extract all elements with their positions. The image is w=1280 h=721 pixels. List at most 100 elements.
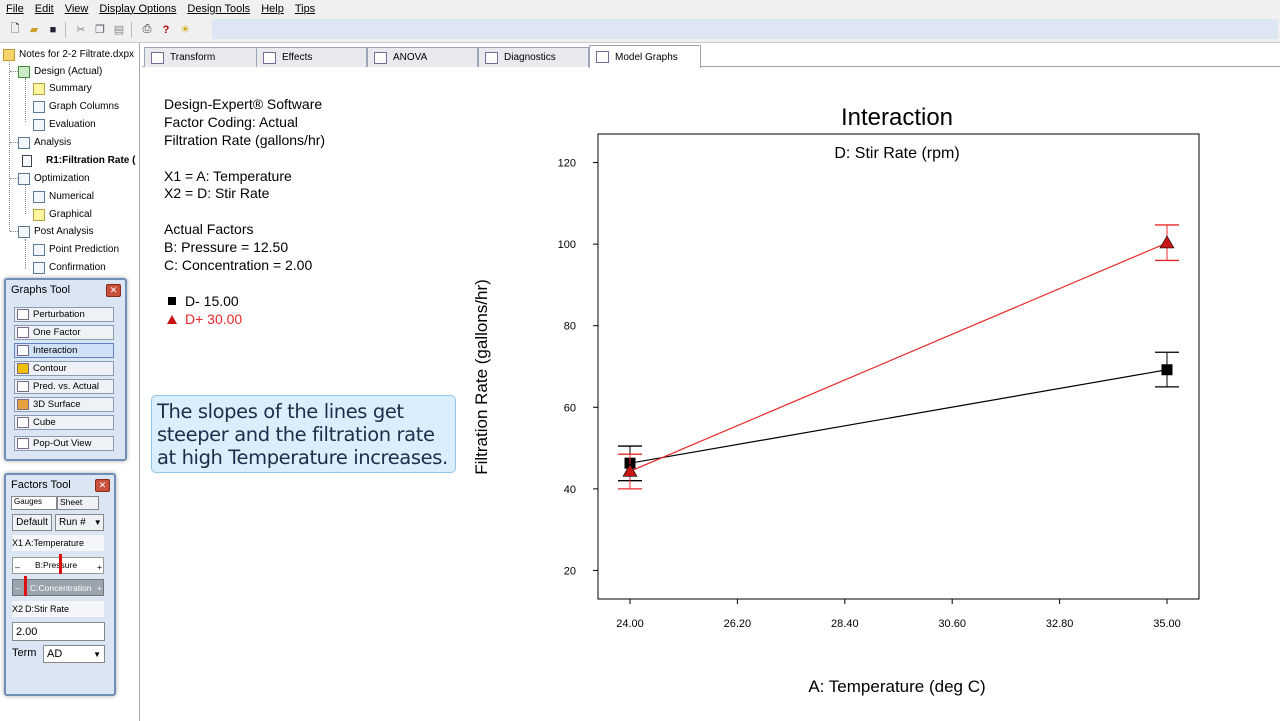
- info-software: Design-Expert® Software: [164, 96, 323, 112]
- close-icon[interactable]: ✕: [95, 479, 110, 492]
- menu-file[interactable]: File: [6, 2, 24, 15]
- info-spacer: [164, 150, 325, 168]
- tab-anova[interactable]: ANOVA: [367, 47, 478, 67]
- callout-line: steeper and the filtration rate: [157, 423, 435, 446]
- factor-row-x1[interactable]: X1 A:Temperature: [12, 535, 104, 551]
- tree-guide: [9, 55, 10, 231]
- save-icon[interactable]: ■: [49, 23, 57, 36]
- tab-label: Transform: [170, 52, 216, 63]
- tree-point-prediction[interactable]: Point Prediction: [33, 242, 119, 257]
- button-label: One Factor: [33, 327, 81, 338]
- tree-analysis[interactable]: Analysis: [18, 135, 71, 150]
- tab-transform[interactable]: Transform: [144, 47, 257, 67]
- print-icon[interactable]: ⎙: [142, 23, 152, 35]
- legend-label: D- 15.00: [185, 292, 239, 309]
- one-factor-button[interactable]: One Factor: [14, 325, 114, 340]
- paste-icon[interactable]: ▤: [113, 24, 125, 36]
- x-tick-label: 24.00: [616, 618, 644, 630]
- response-icon: [22, 154, 32, 167]
- tab-label: Effects: [282, 52, 313, 63]
- info-spacer: [164, 275, 325, 293]
- graphs-tool-title: Graphs Tool: [11, 284, 71, 296]
- copy-icon[interactable]: ❐: [95, 24, 105, 36]
- close-icon[interactable]: ✕: [106, 284, 121, 297]
- button-label: Interaction: [33, 345, 78, 356]
- open-icon[interactable]: ▰: [29, 24, 39, 36]
- info-pressure: B: Pressure = 12.50: [164, 239, 289, 256]
- graphs-tool-window: Graphs Tool ✕ Perturbation One Factor In…: [4, 278, 127, 461]
- term-select[interactable]: AD ▼: [43, 645, 105, 663]
- tree-root[interactable]: Notes for 2-2 Filtrate.dxpx: [3, 47, 134, 62]
- pop-out-view-button[interactable]: Pop-Out View: [14, 436, 114, 451]
- concentration-slider[interactable]: – C:Concentration +: [12, 576, 104, 596]
- info-coding: Factor Coding: Actual: [164, 113, 298, 130]
- factor-row-x2[interactable]: X2 D:Stir Rate: [12, 601, 104, 617]
- contour-button[interactable]: Contour: [14, 361, 114, 376]
- cut-icon[interactable]: ✂: [76, 24, 86, 36]
- tree-confirmation[interactable]: Confirmation: [33, 260, 106, 275]
- tree-guide: [10, 142, 18, 143]
- run-select[interactable]: Run # ▼: [55, 514, 104, 531]
- menu-edit[interactable]: Edit: [34, 2, 54, 15]
- callout-line: at high Temperature increases.: [157, 446, 448, 469]
- menu-view[interactable]: View: [64, 2, 89, 15]
- tree-summary[interactable]: Summary: [33, 81, 92, 96]
- tab-label: Sheet: [60, 497, 83, 507]
- legend-high: D+ 30.00: [164, 311, 325, 329]
- menu-design-tools[interactable]: Design Tools: [187, 2, 251, 15]
- transform-icon: [151, 51, 164, 64]
- tab-effects[interactable]: Effects: [256, 47, 367, 67]
- factor-name: A:Temperature: [25, 538, 85, 548]
- menu-tips[interactable]: Tips: [294, 2, 316, 15]
- factors-tool-window: Factors Tool ✕ Gauges Sheet Default Run …: [4, 473, 116, 696]
- tree-label: Numerical: [49, 191, 95, 202]
- tab-model-graphs[interactable]: Model Graphs: [589, 45, 701, 68]
- tree-graphical[interactable]: Graphical: [33, 207, 92, 222]
- interaction-button[interactable]: Interaction: [14, 343, 114, 358]
- factors-tool-title: Factors Tool: [11, 479, 71, 491]
- pressure-slider[interactable]: – B:Pressure +: [12, 554, 104, 574]
- perturbation-button[interactable]: Perturbation: [14, 307, 114, 322]
- pop-out-icon: [17, 438, 29, 449]
- help-icon[interactable]: ?: [162, 23, 170, 36]
- x-axis-label: A: Temperature (deg C): [808, 677, 985, 696]
- button-label: 3D Surface: [33, 399, 81, 410]
- y-tick-label: 100: [558, 239, 576, 251]
- info-x2: X2 = D: Stir Rate: [164, 185, 270, 202]
- slider-handle[interactable]: [24, 576, 27, 596]
- minus-label: –: [15, 583, 20, 593]
- series-line-low: [629, 369, 1168, 464]
- tree-optimization[interactable]: Optimization: [18, 171, 90, 186]
- gauges-tab[interactable]: Gauges: [11, 496, 57, 510]
- tip-icon[interactable]: ☀: [180, 24, 190, 36]
- toolbar-separator: [65, 21, 69, 38]
- menu-help[interactable]: Help: [261, 2, 284, 15]
- menu-display-options[interactable]: Display Options: [99, 2, 177, 15]
- sheet-tab[interactable]: Sheet: [57, 496, 99, 510]
- tree-design[interactable]: Design (Actual): [18, 64, 102, 79]
- analysis-icon: [18, 136, 30, 149]
- tree-post-analysis[interactable]: Post Analysis: [18, 224, 93, 239]
- default-button[interactable]: Default: [12, 514, 52, 531]
- point-prediction-icon: [33, 243, 45, 256]
- tab-diagnostics[interactable]: Diagnostics: [478, 47, 589, 67]
- button-label: Default: [16, 517, 48, 528]
- one-factor-icon: [17, 327, 29, 338]
- slider-handle[interactable]: [59, 554, 62, 574]
- tree-label: Post Analysis: [34, 226, 94, 237]
- new-icon[interactable]: 🗋: [10, 23, 20, 35]
- cube-button[interactable]: Cube: [14, 415, 114, 430]
- tree-label: Graphical: [49, 209, 92, 220]
- pred-vs-actual-button[interactable]: Pred. vs. Actual: [14, 379, 114, 394]
- tree-numerical[interactable]: Numerical: [33, 189, 94, 204]
- factor-value-input[interactable]: 2.00: [12, 622, 105, 641]
- tree-guide: [25, 239, 26, 269]
- factor-name: C:Concentration: [30, 583, 92, 593]
- evaluation-icon: [33, 118, 45, 131]
- y-tick-label: 60: [564, 402, 576, 414]
- tree-r1-filtration-rate[interactable]: R1:Filtration Rate (: [22, 153, 135, 168]
- 3d-surface-button[interactable]: 3D Surface: [14, 397, 114, 412]
- factor-name: B:Pressure: [35, 560, 78, 570]
- tree-graph-columns[interactable]: Graph Columns: [33, 99, 119, 114]
- tree-evaluation[interactable]: Evaluation: [33, 117, 96, 132]
